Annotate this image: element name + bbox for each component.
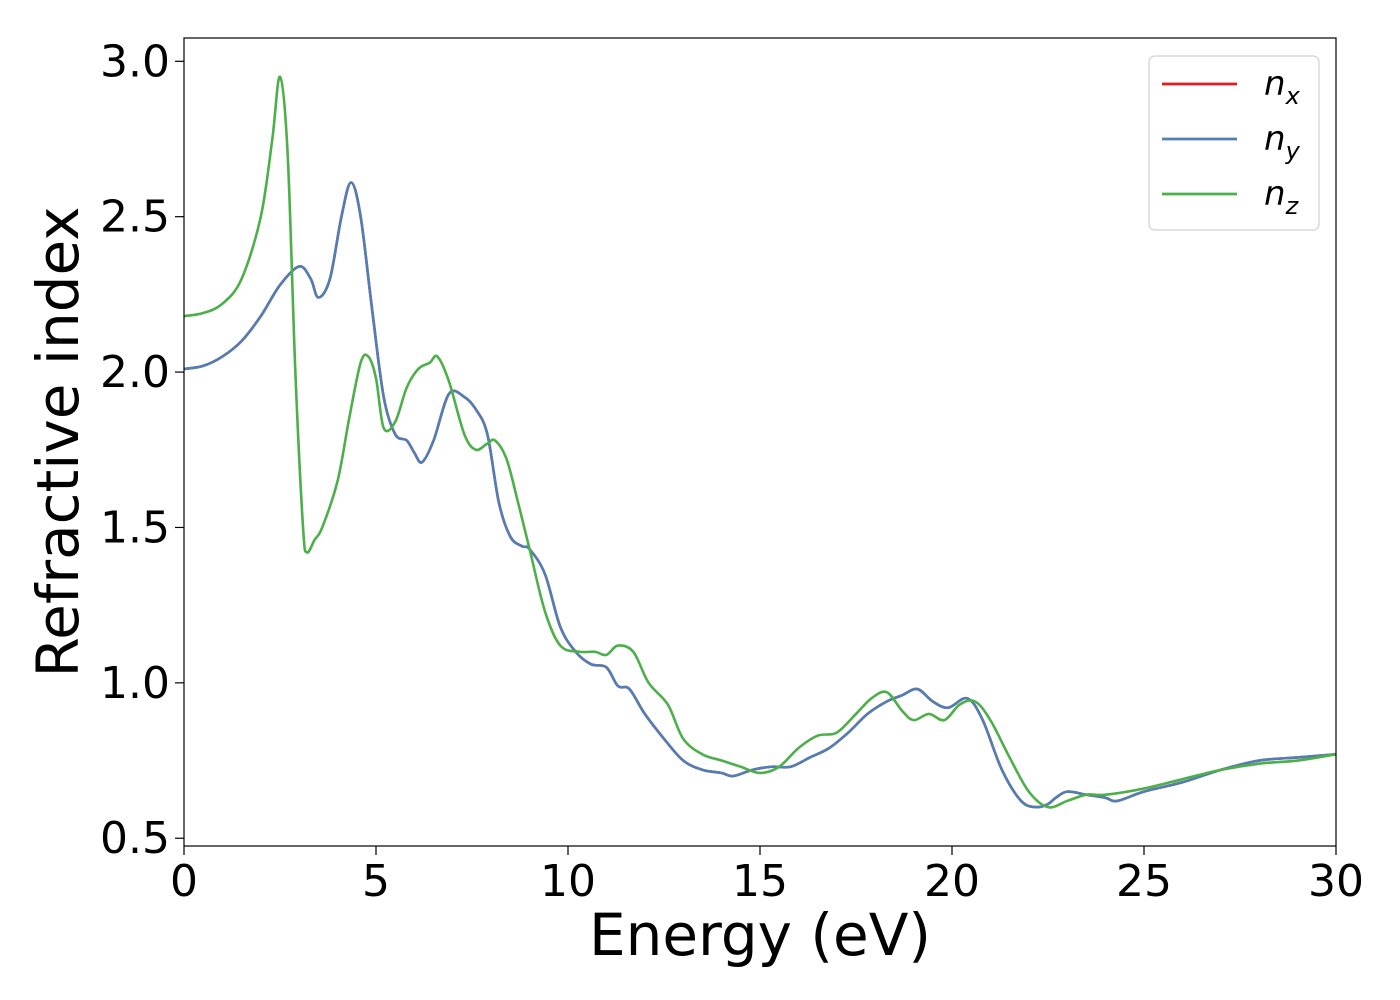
- legend-box: [1148, 55, 1320, 231]
- x-tick-label: 5: [362, 856, 390, 907]
- y-tick-label: 0.5: [100, 813, 170, 864]
- legend: nx ny nz: [1148, 55, 1320, 231]
- y-tick-label: 3.0: [100, 36, 170, 87]
- y-axis-label: Refractive index: [24, 206, 92, 677]
- legend-label-ny: ny: [1264, 119, 1301, 165]
- legend-label-nx: nx: [1264, 64, 1301, 110]
- series-line-nx: [184, 181, 1336, 809]
- x-tick-label: 0: [170, 856, 198, 907]
- y-tick-label: 2.0: [100, 347, 170, 398]
- y-tick-label: 1.0: [100, 658, 170, 709]
- x-tick-label: 20: [924, 856, 980, 907]
- y-tick-label: 2.5: [100, 192, 170, 243]
- x-tick-label: 25: [1116, 856, 1172, 907]
- x-axis-ticks: 0 5 10 15 20 25 30: [170, 846, 1364, 907]
- series-lines: [184, 75, 1336, 809]
- series-line-nz: [184, 75, 1336, 809]
- y-axis-ticks: 0.5 1.0 1.5 2.0 2.5 3.0: [100, 36, 184, 864]
- x-tick-label: 30: [1308, 856, 1364, 907]
- legend-label-nz: nz: [1264, 174, 1300, 220]
- x-tick-label: 15: [732, 856, 788, 907]
- series-line-ny: [184, 181, 1336, 809]
- y-tick-label: 1.5: [100, 502, 170, 553]
- x-axis-label: Energy (eV): [589, 901, 931, 969]
- x-tick-label: 10: [540, 856, 596, 907]
